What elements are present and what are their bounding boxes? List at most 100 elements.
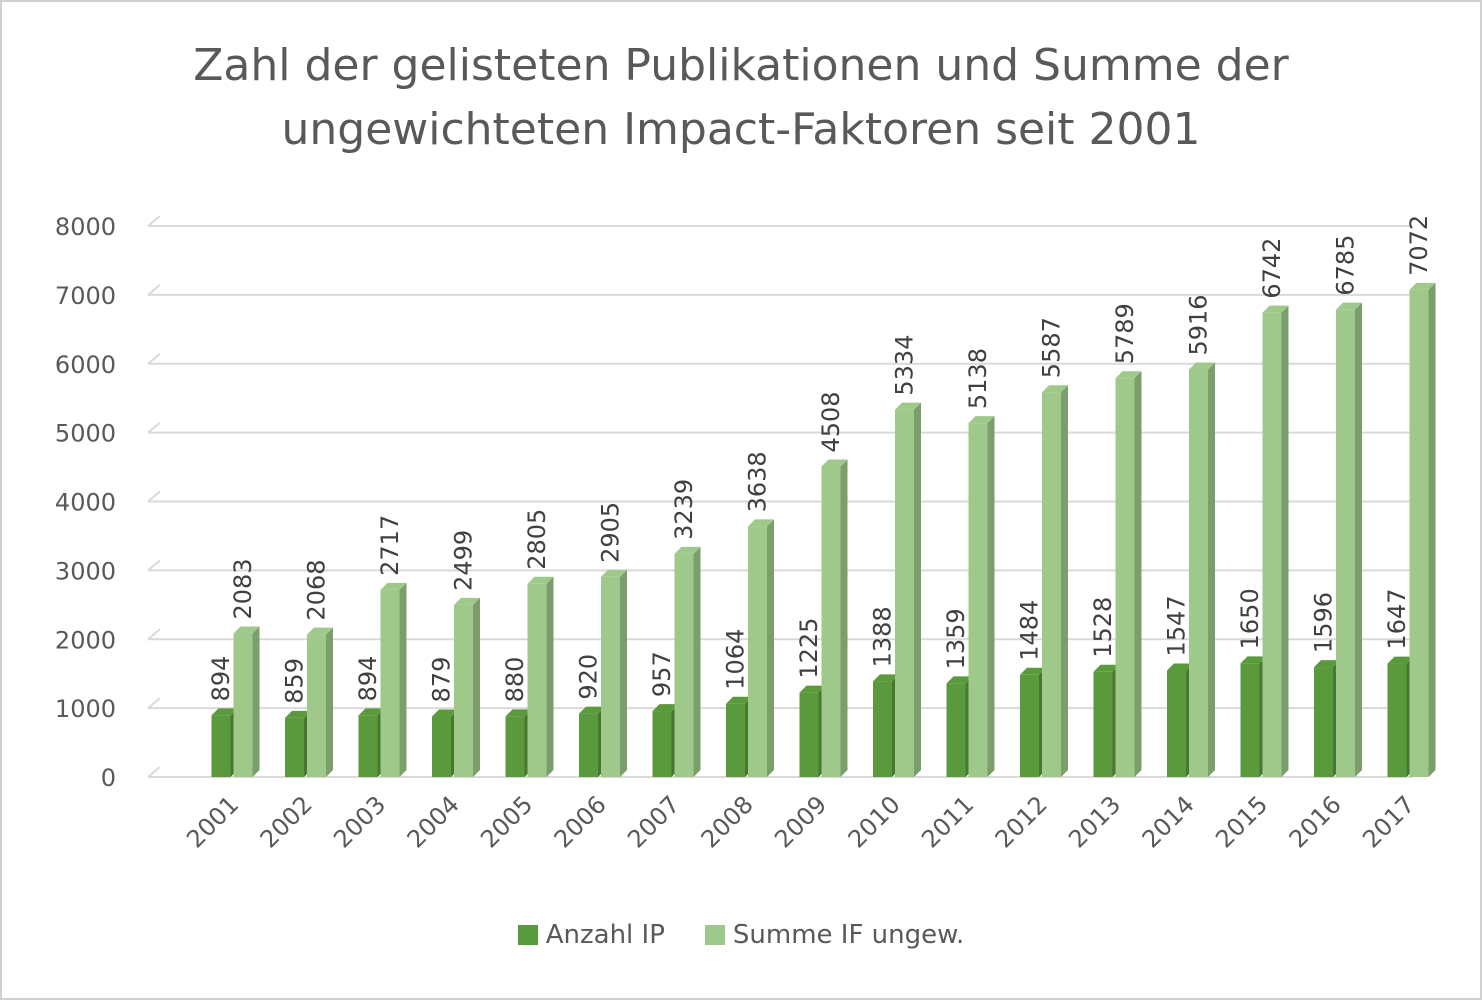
bar-summe-if [1189, 369, 1208, 777]
x-tick-label: 2015 [1210, 790, 1273, 853]
x-tick-label: 2009 [769, 790, 832, 853]
data-label: 1225 [795, 618, 823, 679]
data-label: 5916 [1185, 294, 1213, 355]
bar-anzahl-ip [1020, 674, 1039, 777]
x-tick-label: 2013 [1063, 790, 1126, 853]
bar-side [840, 459, 848, 777]
bar-top [652, 704, 679, 712]
data-label: 1064 [722, 629, 750, 690]
legend-item-anzahl-ip[interactable]: Anzahl IP [517, 920, 665, 950]
y-tick-label: 8000 [55, 213, 116, 241]
bar-top [1314, 660, 1340, 668]
chart-title: Zahl der gelisteten Publikationen und Su… [0, 34, 1482, 162]
bar-top [527, 576, 554, 584]
bar-top [1240, 656, 1267, 664]
bar-top [1387, 656, 1414, 664]
legend-label-anzahl-ip: Anzahl IP [545, 920, 665, 950]
bar-anzahl-ip [432, 716, 451, 777]
x-tick-label: 2010 [843, 790, 906, 853]
bar-anzahl-ip [505, 716, 525, 777]
bar-summe-if [380, 589, 400, 777]
bar-top [1042, 385, 1068, 393]
data-label: 1484 [1016, 600, 1044, 661]
bar-summe-if [527, 583, 547, 777]
x-tick-label: 2017 [1357, 790, 1420, 853]
gridline-depth [147, 697, 161, 709]
bar-side [620, 569, 627, 777]
data-label: 5587 [1038, 317, 1066, 378]
x-tick-label: 2002 [255, 790, 318, 853]
legend-label-summe-if: Summe IF ungew. [732, 920, 965, 950]
data-label: 1650 [1236, 588, 1264, 649]
data-label: 957 [648, 651, 676, 697]
data-label: 1547 [1163, 595, 1191, 656]
bar-summe-if [821, 466, 841, 777]
chart-title-line-2: ungewichteten Impact-Faktoren seit 2001 [281, 104, 1201, 155]
bar-side [399, 582, 407, 777]
y-tick-label: 5000 [55, 420, 116, 448]
y-tick-label: 6000 [55, 351, 116, 379]
bar-anzahl-ip [726, 703, 745, 777]
bar-top [968, 416, 995, 424]
data-label: 894 [207, 656, 235, 702]
bar-top [233, 626, 260, 634]
x-tick-label: 2014 [1137, 790, 1200, 853]
bar-summe-if [748, 526, 767, 777]
bar-anzahl-ip [285, 717, 304, 777]
legend: Anzahl IP Summe IF ungew. [0, 920, 1482, 950]
data-label: 859 [281, 658, 309, 704]
bar-anzahl-ip [358, 715, 378, 777]
bar-top [821, 459, 848, 467]
bar-top [1336, 302, 1362, 310]
x-tick-label: 2005 [475, 790, 538, 853]
bar-anzahl-ip [1387, 663, 1407, 777]
bar-side [1428, 282, 1436, 777]
data-label: 2068 [303, 559, 331, 620]
bar-summe-if [454, 604, 473, 777]
bar-anzahl-ip [1314, 667, 1333, 777]
data-label: 1528 [1089, 597, 1117, 658]
bar-top [432, 709, 458, 717]
bar-top [358, 708, 385, 716]
x-tick-label: 2012 [990, 790, 1053, 853]
bar-summe-if [1262, 312, 1282, 777]
bar-summe-if [895, 409, 914, 777]
x-tick-label: 2006 [549, 790, 612, 853]
y-tick-label: 3000 [55, 557, 116, 585]
data-label: 2499 [450, 530, 478, 591]
chart-title-line-1: Zahl der gelisteten Publikationen und Su… [193, 40, 1289, 91]
bar-top [873, 674, 899, 682]
bar-anzahl-ip [1093, 671, 1113, 777]
data-label: 2083 [229, 558, 257, 619]
data-label: 3239 [670, 479, 698, 540]
bar-anzahl-ip [211, 715, 231, 777]
y-tick-label: 2000 [55, 626, 116, 654]
bar-side [252, 626, 260, 777]
bar-top [211, 708, 238, 716]
bar-top [380, 582, 407, 590]
data-label: 5334 [891, 335, 919, 396]
data-label: 920 [575, 654, 603, 700]
bar-top [748, 519, 774, 527]
x-tick-label: 2011 [916, 790, 979, 853]
legend-item-summe-if[interactable]: Summe IF ungew. [704, 920, 965, 950]
bar-anzahl-ip [873, 681, 892, 777]
bar-top [1115, 371, 1142, 379]
bar-side [693, 546, 701, 777]
bar-anzahl-ip [799, 692, 819, 777]
data-label: 5138 [964, 348, 992, 409]
bar-side [546, 576, 554, 777]
data-label: 2717 [376, 515, 404, 576]
data-label: 6742 [1258, 238, 1286, 299]
bar-top [1189, 362, 1215, 370]
x-tick-label: 2016 [1284, 790, 1347, 853]
bar-side [987, 416, 995, 777]
bar-side [326, 627, 333, 777]
x-tick-label: 2008 [696, 790, 759, 853]
bar-summe-if [233, 633, 253, 777]
gridline-depth [147, 215, 161, 227]
bar-top [1020, 667, 1046, 675]
bar-anzahl-ip [1167, 670, 1186, 777]
gridline-depth [147, 352, 161, 365]
data-label: 2905 [597, 502, 625, 563]
